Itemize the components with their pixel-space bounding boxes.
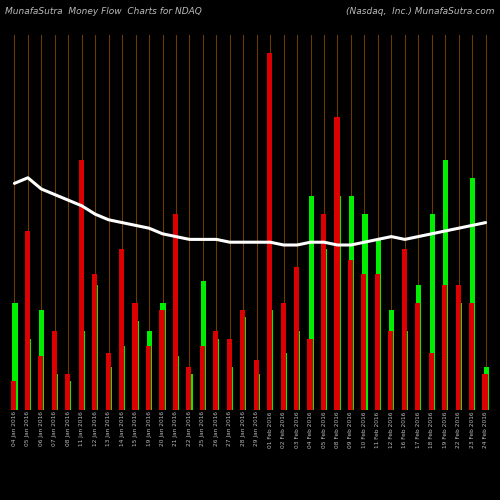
Bar xyxy=(280,303,285,410)
Bar xyxy=(228,367,233,410)
Bar xyxy=(349,196,354,410)
Bar xyxy=(92,274,97,410)
Bar xyxy=(321,214,326,410)
Bar xyxy=(402,250,407,410)
Bar xyxy=(134,320,138,410)
Bar xyxy=(294,267,299,410)
Bar xyxy=(295,332,300,410)
Bar xyxy=(120,346,125,410)
Bar xyxy=(240,310,246,410)
Bar xyxy=(40,310,44,410)
Bar xyxy=(456,303,462,410)
Bar xyxy=(119,250,124,410)
Bar xyxy=(186,367,192,410)
Bar xyxy=(308,338,312,410)
Bar xyxy=(200,346,205,410)
Bar xyxy=(390,310,394,410)
Bar xyxy=(53,374,58,410)
Bar xyxy=(38,356,44,410)
Bar xyxy=(415,303,420,410)
Bar xyxy=(268,310,274,410)
Bar xyxy=(348,260,353,410)
Bar xyxy=(26,338,31,410)
Bar xyxy=(241,317,246,410)
Bar xyxy=(484,367,488,410)
Bar xyxy=(322,250,327,410)
Bar xyxy=(106,353,110,410)
Bar xyxy=(146,346,151,410)
Text: MunafaSutra  Money Flow  Charts for NDAQ: MunafaSutra Money Flow Charts for NDAQ xyxy=(5,8,202,16)
Bar xyxy=(12,382,16,410)
Bar xyxy=(470,178,475,410)
Bar xyxy=(213,332,218,410)
Bar xyxy=(308,196,314,410)
Bar xyxy=(443,160,448,410)
Bar xyxy=(93,285,98,410)
Bar xyxy=(106,367,112,410)
Bar xyxy=(78,160,84,410)
Bar xyxy=(254,360,259,410)
Bar xyxy=(52,332,57,410)
Bar xyxy=(388,332,394,410)
Bar xyxy=(214,338,220,410)
Bar xyxy=(375,274,380,410)
Bar xyxy=(254,374,260,410)
Bar xyxy=(267,53,272,410)
Bar xyxy=(334,117,340,410)
Bar xyxy=(147,332,152,410)
Bar xyxy=(25,232,30,410)
Text: (Nasdaq,  Inc.) MunafaSutra.com: (Nasdaq, Inc.) MunafaSutra.com xyxy=(346,8,495,16)
Bar xyxy=(416,285,422,410)
Bar xyxy=(403,332,408,410)
Bar xyxy=(80,332,85,410)
Bar xyxy=(188,374,192,410)
Bar xyxy=(226,338,232,410)
Bar xyxy=(482,374,488,410)
Bar xyxy=(362,214,368,410)
Bar xyxy=(173,214,178,410)
Bar xyxy=(201,282,206,410)
Bar xyxy=(362,274,366,410)
Bar xyxy=(376,238,381,410)
Bar xyxy=(12,303,18,410)
Bar xyxy=(65,374,70,410)
Bar xyxy=(66,382,71,410)
Bar xyxy=(160,310,164,410)
Bar xyxy=(442,285,447,410)
Bar xyxy=(132,303,138,410)
Bar xyxy=(428,353,434,410)
Bar xyxy=(174,356,179,410)
Bar xyxy=(469,303,474,410)
Bar xyxy=(456,285,460,410)
Bar xyxy=(336,196,340,410)
Bar xyxy=(282,353,286,410)
Bar xyxy=(430,214,435,410)
Bar xyxy=(160,303,166,410)
